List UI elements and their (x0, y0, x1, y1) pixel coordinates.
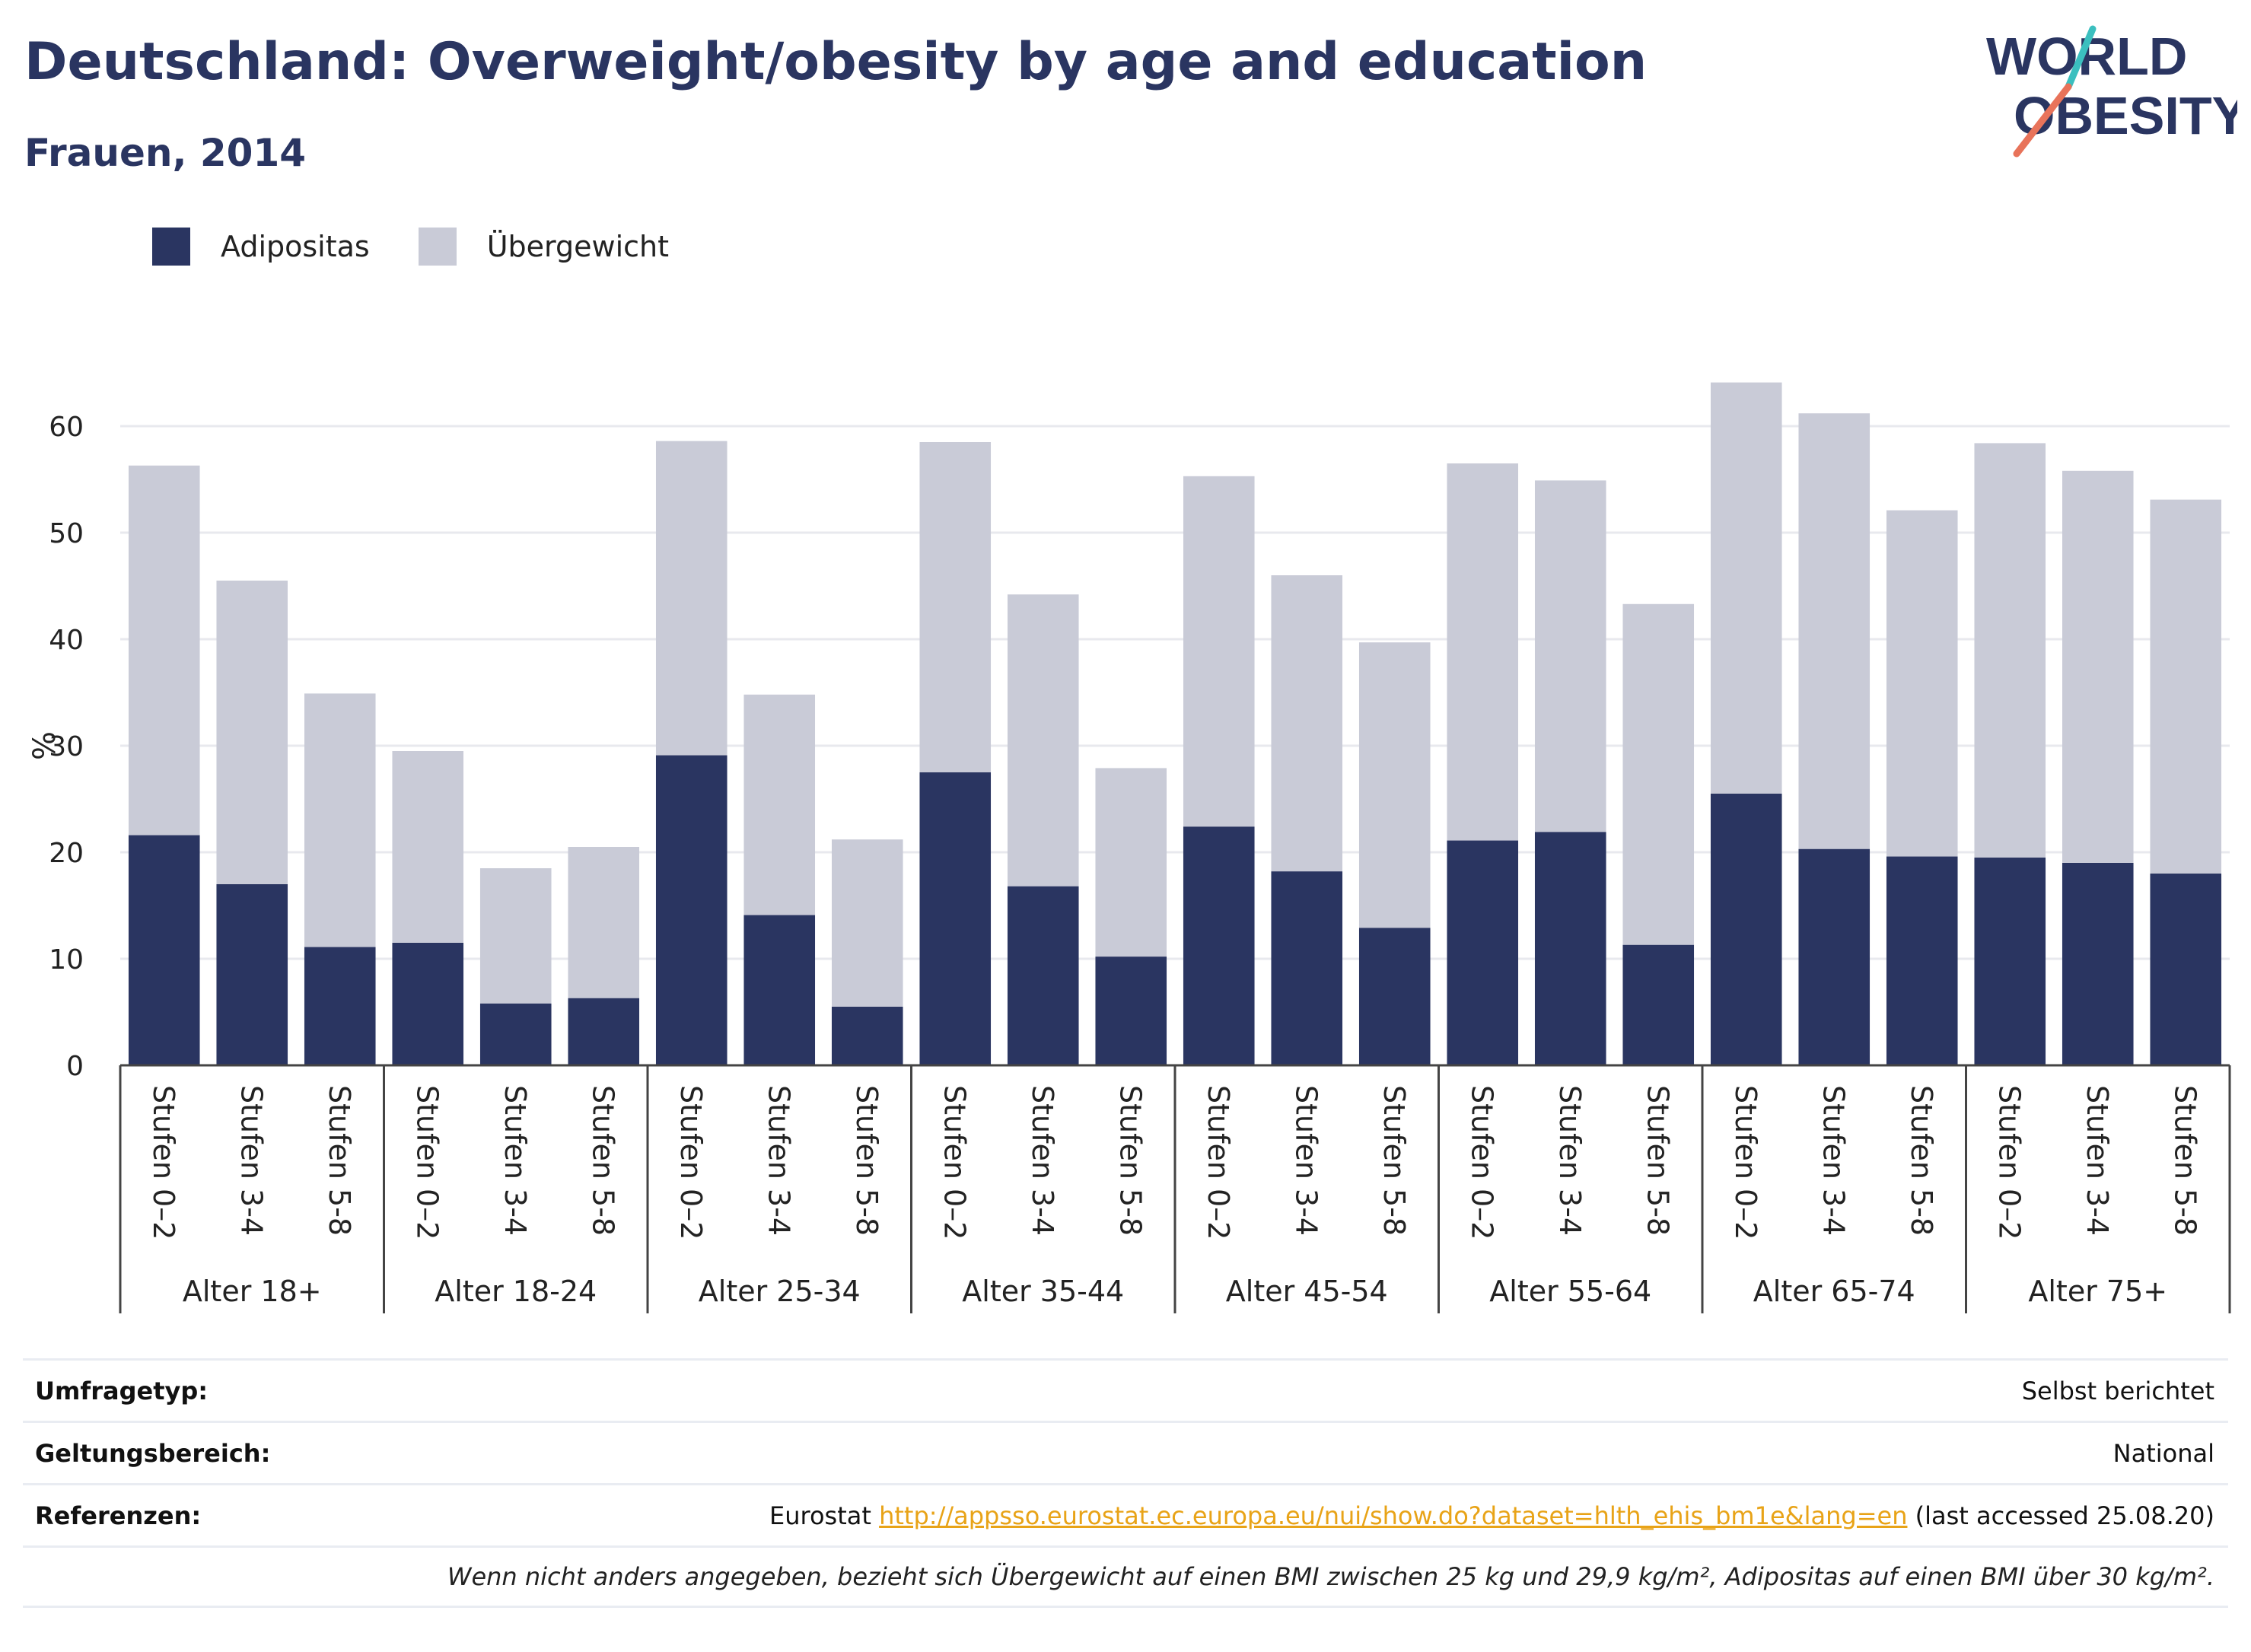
x-tick-label: Stufen 3-4 (498, 1085, 532, 1236)
y-tick-label: 40 (49, 625, 84, 656)
chart-title: Deutschland: Overweight/obesity by age a… (24, 32, 1648, 92)
meta-row-survey: Umfragetyp: Selbst berichtet (23, 1358, 2228, 1421)
y-tick-label: 30 (49, 731, 84, 762)
x-tick-label: Stufen 5-8 (1641, 1085, 1674, 1236)
x-tick-label: Stufen 0–2 (147, 1085, 180, 1240)
bar-adipositas (1183, 826, 1255, 1065)
x-tick-label: Stufen 3-4 (1553, 1085, 1587, 1236)
meta-survey-label: Umfragetyp: (35, 1376, 209, 1405)
bar-adipositas (1534, 832, 1606, 1065)
x-tick-label: Stufen 0–2 (1729, 1085, 1762, 1240)
group-label: Alter 75+ (2028, 1275, 2167, 1308)
bar-adipositas (919, 772, 992, 1065)
x-tick-label: Stufen 3-4 (1816, 1085, 1850, 1236)
meta-refs-label: Referenzen: (35, 1501, 202, 1530)
y-tick-label: 50 (49, 518, 84, 549)
x-tick-label: Stufen 0–2 (1202, 1085, 1235, 1240)
bar-adipositas (2062, 863, 2134, 1065)
bar-adipositas (655, 755, 728, 1065)
meta-refs-accessed: (last accessed 25.08.20) (1915, 1501, 2214, 1530)
legend-label-adipositas: Adipositas (221, 230, 370, 263)
group-label: Alter 18-24 (435, 1275, 597, 1308)
x-tick-label: Stufen 0–2 (1465, 1085, 1498, 1240)
logo-slash-teal (2065, 25, 2097, 91)
y-axis-label: % (27, 731, 62, 760)
x-tick-label: Stufen 0–2 (938, 1085, 971, 1240)
group-label: Alter 18+ (183, 1275, 322, 1308)
world-obesity-logo: WORLD OBESITY (1986, 25, 2237, 158)
y-tick-label: 20 (49, 838, 84, 869)
bar-adipositas (392, 943, 464, 1065)
x-tick-label: Stufen 5-8 (2168, 1085, 2202, 1236)
bar-adipositas (216, 884, 288, 1065)
x-tick-label: Stufen 3-4 (1289, 1085, 1323, 1236)
metadata-table: Umfragetyp: Selbst berichtet Geltungsber… (23, 1358, 2228, 1608)
x-tick-label: Stufen 3-4 (2081, 1085, 2114, 1236)
legend-label-uebergewicht: Übergewicht (486, 230, 669, 263)
meta-row-references: Referenzen: Eurostat http://appsso.euros… (23, 1483, 2228, 1545)
x-tick-label: Stufen 5-8 (1113, 1085, 1147, 1236)
meta-row-scope: Geltungsbereich: National (23, 1421, 2228, 1483)
bar-chart: 0 10 20 30 40 50 60% Stufen 0–2 Stufen 3-4 Stufen… (27, 382, 2231, 1313)
x-tick-label: Stufen 3-4 (762, 1085, 795, 1236)
x-tick-label: Stufen 0–2 (1992, 1085, 2026, 1240)
group-label: Alter 55-64 (1489, 1275, 1651, 1308)
x-tick-label: Stufen 5-8 (1905, 1085, 1938, 1236)
bar-adipositas (1358, 928, 1431, 1065)
y-tick-label: 10 (49, 944, 84, 976)
bar-adipositas (1710, 794, 1782, 1065)
meta-note: Wenn nicht anders angegeben, bezieht sic… (447, 1562, 2214, 1591)
bar-adipositas (1007, 886, 1079, 1065)
meta-refs-link[interactable]: http://appsso.eurostat.ec.europa.eu/nui/… (879, 1501, 1908, 1530)
meta-scope-value: National (2113, 1438, 2214, 1468)
bar-adipositas (1622, 944, 1695, 1065)
x-tick-label: Stufen 5-8 (586, 1085, 619, 1236)
meta-row-note: Wenn nicht anders angegeben, bezieht sic… (23, 1545, 2228, 1608)
y-tick-label: 60 (49, 412, 84, 443)
x-tick-label: Stufen 0–2 (674, 1085, 708, 1240)
logo-text-obesity: OBESITY (2014, 86, 2237, 145)
legend-item-adipositas[interactable]: Adipositas (152, 228, 370, 266)
group-label: Alter 45-54 (1226, 1275, 1388, 1308)
x-tick-label: Stufen 3-4 (1026, 1085, 1059, 1236)
group-label: Alter 25-34 (699, 1275, 861, 1308)
bar-adipositas (1798, 848, 1871, 1065)
bar-adipositas (568, 998, 640, 1065)
logo-slash-coral (2013, 83, 2072, 158)
legend-swatch-uebergewicht (418, 228, 457, 266)
bar-adipositas (1271, 871, 1343, 1065)
y-tick-label: 0 (66, 1051, 84, 1082)
meta-survey-value: Selbst berichtet (2021, 1376, 2214, 1405)
x-tick-label: Stufen 0–2 (410, 1085, 444, 1240)
group-label: Alter 65-74 (1753, 1275, 1915, 1308)
bar-adipositas (743, 915, 816, 1065)
bar-adipositas (1974, 858, 2046, 1065)
x-tick-label: Stufen 5-8 (1377, 1085, 1411, 1236)
bar-adipositas (831, 1007, 903, 1065)
group-label: Alter 35-44 (962, 1275, 1124, 1308)
x-tick-label: Stufen 5-8 (323, 1085, 356, 1236)
chart-legend: Adipositas Übergewicht (152, 225, 718, 268)
bar-adipositas (304, 947, 376, 1065)
legend-item-uebergewicht[interactable]: Übergewicht (418, 228, 669, 266)
x-tick-label: Stufen 5-8 (850, 1085, 884, 1236)
meta-refs-value: Eurostat http://appsso.eurostat.ec.europ… (769, 1501, 2214, 1530)
chart-subtitle: Frauen, 2014 (24, 131, 307, 175)
bar-adipositas (479, 1003, 552, 1065)
bar-adipositas (2150, 874, 2222, 1065)
bar-adipositas (1447, 840, 1519, 1065)
meta-scope-label: Geltungsbereich: (35, 1438, 271, 1468)
legend-swatch-adipositas (152, 228, 190, 266)
bar-adipositas (1886, 856, 1958, 1065)
bar-adipositas (1095, 957, 1167, 1065)
x-tick-label: Stufen 3-4 (234, 1085, 268, 1236)
meta-refs-source: Eurostat (769, 1501, 871, 1530)
bar-adipositas (128, 835, 200, 1065)
